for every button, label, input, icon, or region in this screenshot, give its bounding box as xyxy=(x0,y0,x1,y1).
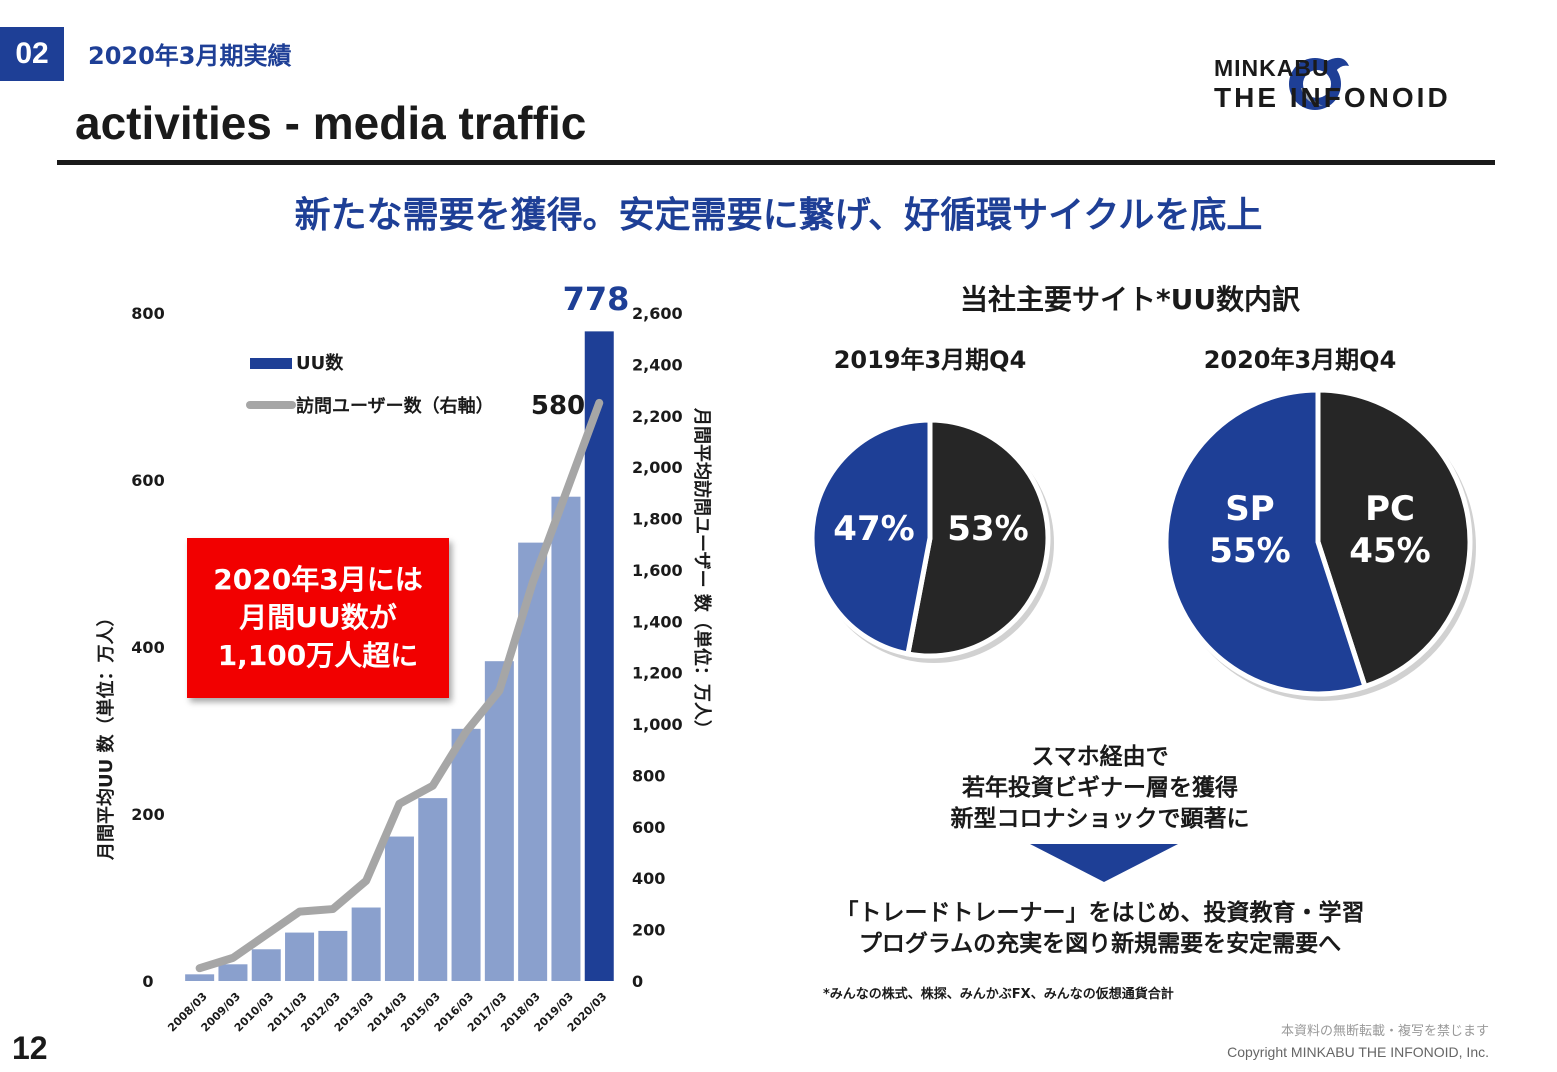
y-axis-left-label: 月間平均UU 数（単位：万人） xyxy=(95,609,117,862)
pie-section-title: 当社主要サイト*UU数内訳 xyxy=(959,283,1301,316)
y-right-tick-label: 1,600 xyxy=(632,561,683,580)
bar-uu-2008/03 xyxy=(185,974,215,981)
data-label-uu-2020: 778 xyxy=(563,280,630,318)
pie-2020-title: 2020年3月期Q4 xyxy=(1203,346,1397,374)
bar-uu-2017/03 xyxy=(484,661,514,981)
y-left-tick-label: 600 xyxy=(131,471,164,490)
pie-2020-sp-label: SP xyxy=(1225,489,1274,529)
title-divider xyxy=(57,160,1495,165)
logo-text-infonoid: THE INFONOID xyxy=(1214,82,1451,113)
bar-uu-2010/03 xyxy=(251,949,281,981)
pie-2020-pc-label: PC xyxy=(1365,489,1415,529)
pie-2019-slice-sp xyxy=(809,417,933,657)
bar-uu-2016/03 xyxy=(451,728,481,981)
headline: 新たな需要を獲得。安定需要に繋げ、好循環サイクルを底上 xyxy=(294,195,1263,236)
y-left-tick-label: 400 xyxy=(131,638,164,657)
pie-charts: 47% 53% SP 55% PC 45% xyxy=(809,387,1476,701)
conclusion-line1: 「トレードトレーナー」をはじめ、投資教育・学習 xyxy=(835,900,1365,926)
y-right-tick-label: 2,200 xyxy=(632,407,683,426)
pie-2019-title: 2019年3月期Q4 xyxy=(833,346,1027,374)
bar-uu-2012/03 xyxy=(318,930,348,981)
callout-line3: 1,100万人超に xyxy=(217,639,419,672)
pie-2020-slice-sp xyxy=(1163,387,1369,697)
y-right-tick-label: 2,600 xyxy=(632,304,683,323)
y-right-tick-label: 2,400 xyxy=(632,355,683,374)
down-arrow-icon xyxy=(1030,844,1178,882)
logo-text-minkabu: MINKABU xyxy=(1214,55,1330,81)
section-number-badge: 02 xyxy=(0,27,64,81)
legend-uu-swatch xyxy=(250,358,292,369)
bar-uu-2009/03 xyxy=(218,964,248,981)
minkabu-logo-icon xyxy=(1289,57,1349,110)
y-right-tick-label: 200 xyxy=(632,921,665,940)
bar-uu-2015/03 xyxy=(418,798,448,981)
pie-2020-sp-value: 55% xyxy=(1209,531,1290,571)
y-right-tick-label: 1,800 xyxy=(632,510,683,529)
page-number: 12 xyxy=(12,1030,48,1066)
y-left-tick-label: 800 xyxy=(131,304,164,323)
pie-2019-sp-value: 47% xyxy=(833,509,914,549)
y-right-tick-label: 800 xyxy=(632,766,665,785)
disclaimer: 本資料の無断転載・複写を禁じます xyxy=(1280,1024,1489,1039)
y-right-tick-label: 600 xyxy=(632,818,665,837)
y-right-tick-label: 1,200 xyxy=(632,664,683,683)
y-axis-right-label: 月間平均訪問ユーザー 数（単位：万人） xyxy=(691,407,713,738)
y-right-tick-label: 2,000 xyxy=(632,458,683,477)
y-right-tick-label: 1,400 xyxy=(632,612,683,631)
bar-uu-2011/03 xyxy=(285,932,315,981)
y-left-tick-label: 200 xyxy=(131,805,164,824)
legend-visitors-label: 訪問ユーザー数（右軸） xyxy=(296,395,494,417)
note-line2: 若年投資ビギナー層を獲得 xyxy=(962,775,1238,801)
y-left-tick-label: 0 xyxy=(142,972,153,991)
callout-line2: 月間UU数が xyxy=(239,601,397,634)
uu-chart: 2008/032009/032010/032011/032012/032013/… xyxy=(95,280,713,1034)
legend-uu-label: UU数 xyxy=(296,352,344,374)
callout-line1: 2020年3月には xyxy=(213,563,423,596)
pie-2020-pc-value: 45% xyxy=(1349,531,1430,571)
bar-uu-2019/03 xyxy=(551,496,581,981)
pie-2020-slice-pc xyxy=(1315,387,1473,690)
insight-note: スマホ経由で 若年投資ビギナー層を獲得 新型コロナショックで顕著に xyxy=(850,742,1350,835)
conclusion-text: 「トレードトレーナー」をはじめ、投資教育・学習 プログラムの充実を図り新規需要を… xyxy=(780,898,1420,960)
section-label: 2020年3月期実績 xyxy=(88,42,292,70)
copyright: Copyright MINKABU THE INFONOID, Inc. xyxy=(1227,1044,1489,1060)
y-right-tick-label: 1,000 xyxy=(632,715,683,734)
note-line3: 新型コロナショックで顕著に xyxy=(950,806,1250,832)
callout-box: 2020年3月には 月間UU数が 1,100万人超に xyxy=(187,538,449,698)
note-line1: スマホ経由で xyxy=(1031,744,1169,770)
y-right-tick-label: 0 xyxy=(632,972,643,991)
y-right-tick-label: 400 xyxy=(632,869,665,888)
footnote: *みんなの株式、株探、みんかぶFX、みんなの仮想通貨合計 xyxy=(823,987,1174,1002)
bar-uu-2014/03 xyxy=(384,836,414,981)
bar-uu-2013/03 xyxy=(351,907,381,981)
pie-2019-pc-value: 53% xyxy=(947,509,1028,549)
page-title: activities - media traffic xyxy=(75,97,587,149)
data-label-uu-2019: 580 xyxy=(531,391,585,421)
conclusion-line2: プログラムの充実を図り新規需要を安定需要へ xyxy=(858,931,1342,957)
pie-2019-slice-pc xyxy=(904,417,1051,659)
